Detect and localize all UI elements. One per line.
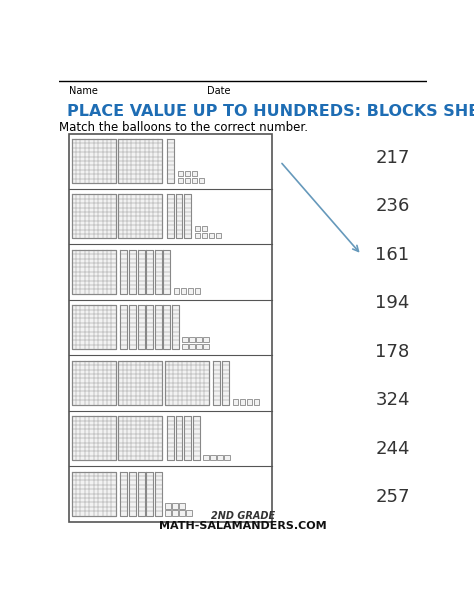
Text: 2ND GRADE: 2ND GRADE (211, 511, 275, 521)
Bar (179, 503, 185, 509)
Text: 236: 236 (375, 197, 410, 215)
Text: PLACE VALUE UP TO HUNDREDS: BLOCKS SHEET 2: PLACE VALUE UP TO HUNDREDS: BLOCKS SHEET… (67, 104, 474, 120)
Bar (209, 233, 214, 238)
Bar (210, 455, 216, 460)
Bar (203, 337, 209, 342)
Bar (72, 416, 116, 460)
Bar (203, 455, 209, 460)
Bar (167, 416, 174, 460)
Bar (72, 471, 116, 516)
Bar (185, 170, 190, 176)
Bar (173, 510, 178, 516)
Bar (188, 288, 193, 294)
Bar (185, 178, 190, 183)
Bar (155, 305, 162, 349)
Bar (224, 455, 230, 460)
Bar (190, 344, 195, 349)
Bar (175, 194, 182, 238)
Bar (165, 503, 171, 509)
Bar (167, 139, 174, 183)
Bar (118, 361, 162, 405)
Text: Date: Date (207, 85, 230, 96)
Bar (120, 250, 128, 294)
Bar (178, 170, 183, 176)
Bar (155, 471, 162, 516)
Bar (72, 194, 116, 238)
Text: MATH-SALAMANDERS.COM: MATH-SALAMANDERS.COM (159, 521, 327, 531)
Bar (203, 344, 209, 349)
Bar (254, 399, 259, 405)
Bar (196, 337, 202, 342)
Bar (178, 178, 183, 183)
Bar (118, 139, 162, 183)
Bar (72, 139, 116, 183)
Bar (165, 510, 171, 516)
Bar (172, 305, 179, 349)
Bar (196, 344, 202, 349)
Bar (175, 416, 182, 460)
Bar (202, 226, 207, 232)
Bar (72, 250, 116, 294)
Text: Match the balloons to the correct number.: Match the balloons to the correct number… (59, 121, 308, 134)
Bar (137, 250, 145, 294)
Bar (155, 250, 162, 294)
Bar (182, 337, 188, 342)
Bar (190, 337, 195, 342)
Bar (199, 178, 204, 183)
Text: 178: 178 (375, 343, 410, 361)
Bar (182, 344, 188, 349)
Text: Name: Name (69, 85, 98, 96)
Bar (195, 288, 201, 294)
Bar (202, 233, 207, 238)
Bar (216, 233, 221, 238)
Bar (222, 361, 229, 405)
Bar (146, 305, 153, 349)
Bar (129, 250, 136, 294)
Bar (129, 305, 136, 349)
Bar (192, 170, 197, 176)
Bar (218, 455, 223, 460)
Text: 161: 161 (375, 246, 410, 264)
Bar (186, 510, 192, 516)
Bar (118, 194, 162, 238)
Bar (174, 288, 179, 294)
Text: 217: 217 (375, 149, 410, 167)
Bar (184, 416, 191, 460)
Bar (184, 194, 191, 238)
Bar (213, 361, 220, 405)
Bar (129, 471, 136, 516)
Bar (192, 416, 200, 460)
Bar (247, 399, 252, 405)
Text: 257: 257 (375, 489, 410, 506)
Text: 194: 194 (375, 294, 410, 313)
Bar (137, 471, 145, 516)
Text: 244: 244 (375, 440, 410, 458)
Bar (192, 178, 197, 183)
Bar (164, 361, 209, 405)
Bar (120, 471, 128, 516)
Bar (72, 305, 116, 349)
Bar (163, 305, 170, 349)
Bar (173, 503, 178, 509)
Bar (233, 399, 238, 405)
Bar (69, 134, 273, 522)
Bar (137, 305, 145, 349)
Bar (72, 361, 116, 405)
Bar (167, 194, 174, 238)
Bar (240, 399, 245, 405)
Bar (146, 471, 153, 516)
Bar (179, 510, 185, 516)
Bar (163, 250, 170, 294)
Bar (181, 288, 186, 294)
Bar (146, 250, 153, 294)
Bar (120, 305, 128, 349)
Bar (195, 226, 201, 232)
Bar (195, 233, 201, 238)
Bar (118, 416, 162, 460)
Text: 324: 324 (375, 392, 410, 409)
